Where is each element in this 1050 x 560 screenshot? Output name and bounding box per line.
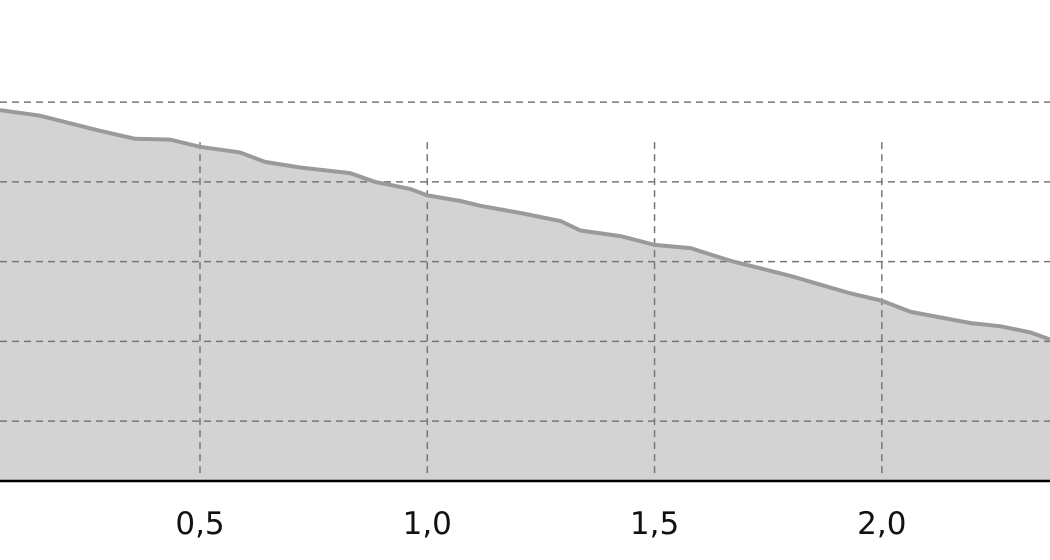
x-tick-label: 2,0 [857,506,906,542]
x-tick-label: 1,0 [403,506,452,542]
series-line [0,108,1050,342]
x-tick-label: 0,5 [175,506,224,542]
x-tick-label: 1,5 [630,506,679,542]
area-fill [0,110,1050,481]
